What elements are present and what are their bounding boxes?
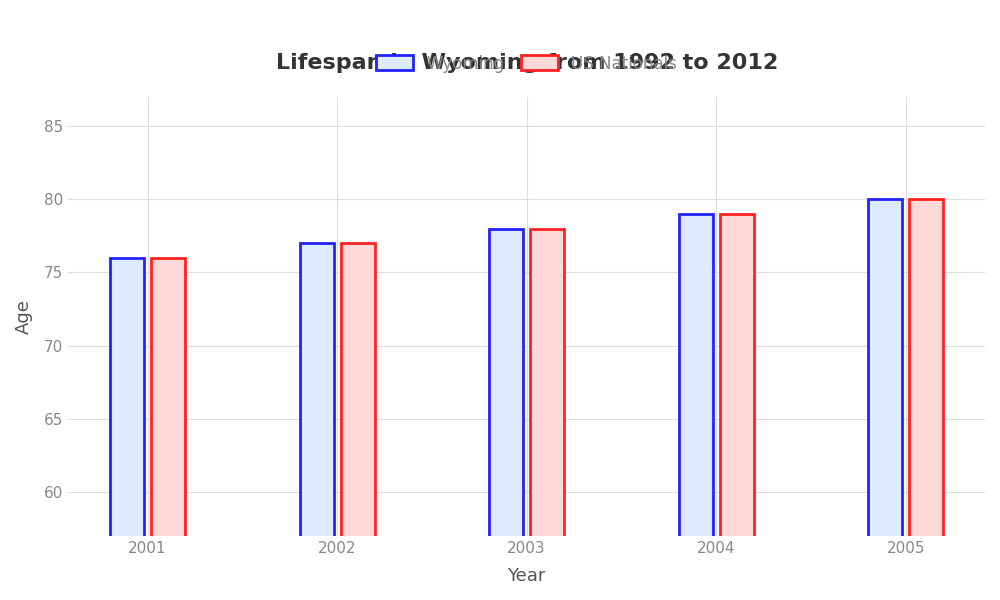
Bar xyxy=(868,199,902,600)
Bar xyxy=(530,229,564,600)
X-axis label: Year: Year xyxy=(507,567,546,585)
Title: Lifespan in Wyoming from 1992 to 2012: Lifespan in Wyoming from 1992 to 2012 xyxy=(276,53,778,73)
Legend: Wyoming, US Nationals: Wyoming, US Nationals xyxy=(370,48,684,79)
Bar xyxy=(909,199,943,600)
Bar xyxy=(151,258,185,600)
Y-axis label: Age: Age xyxy=(15,299,33,334)
Bar xyxy=(300,243,334,600)
Bar xyxy=(110,258,144,600)
Bar xyxy=(720,214,754,600)
Bar xyxy=(341,243,375,600)
Bar xyxy=(489,229,523,600)
Bar xyxy=(679,214,713,600)
